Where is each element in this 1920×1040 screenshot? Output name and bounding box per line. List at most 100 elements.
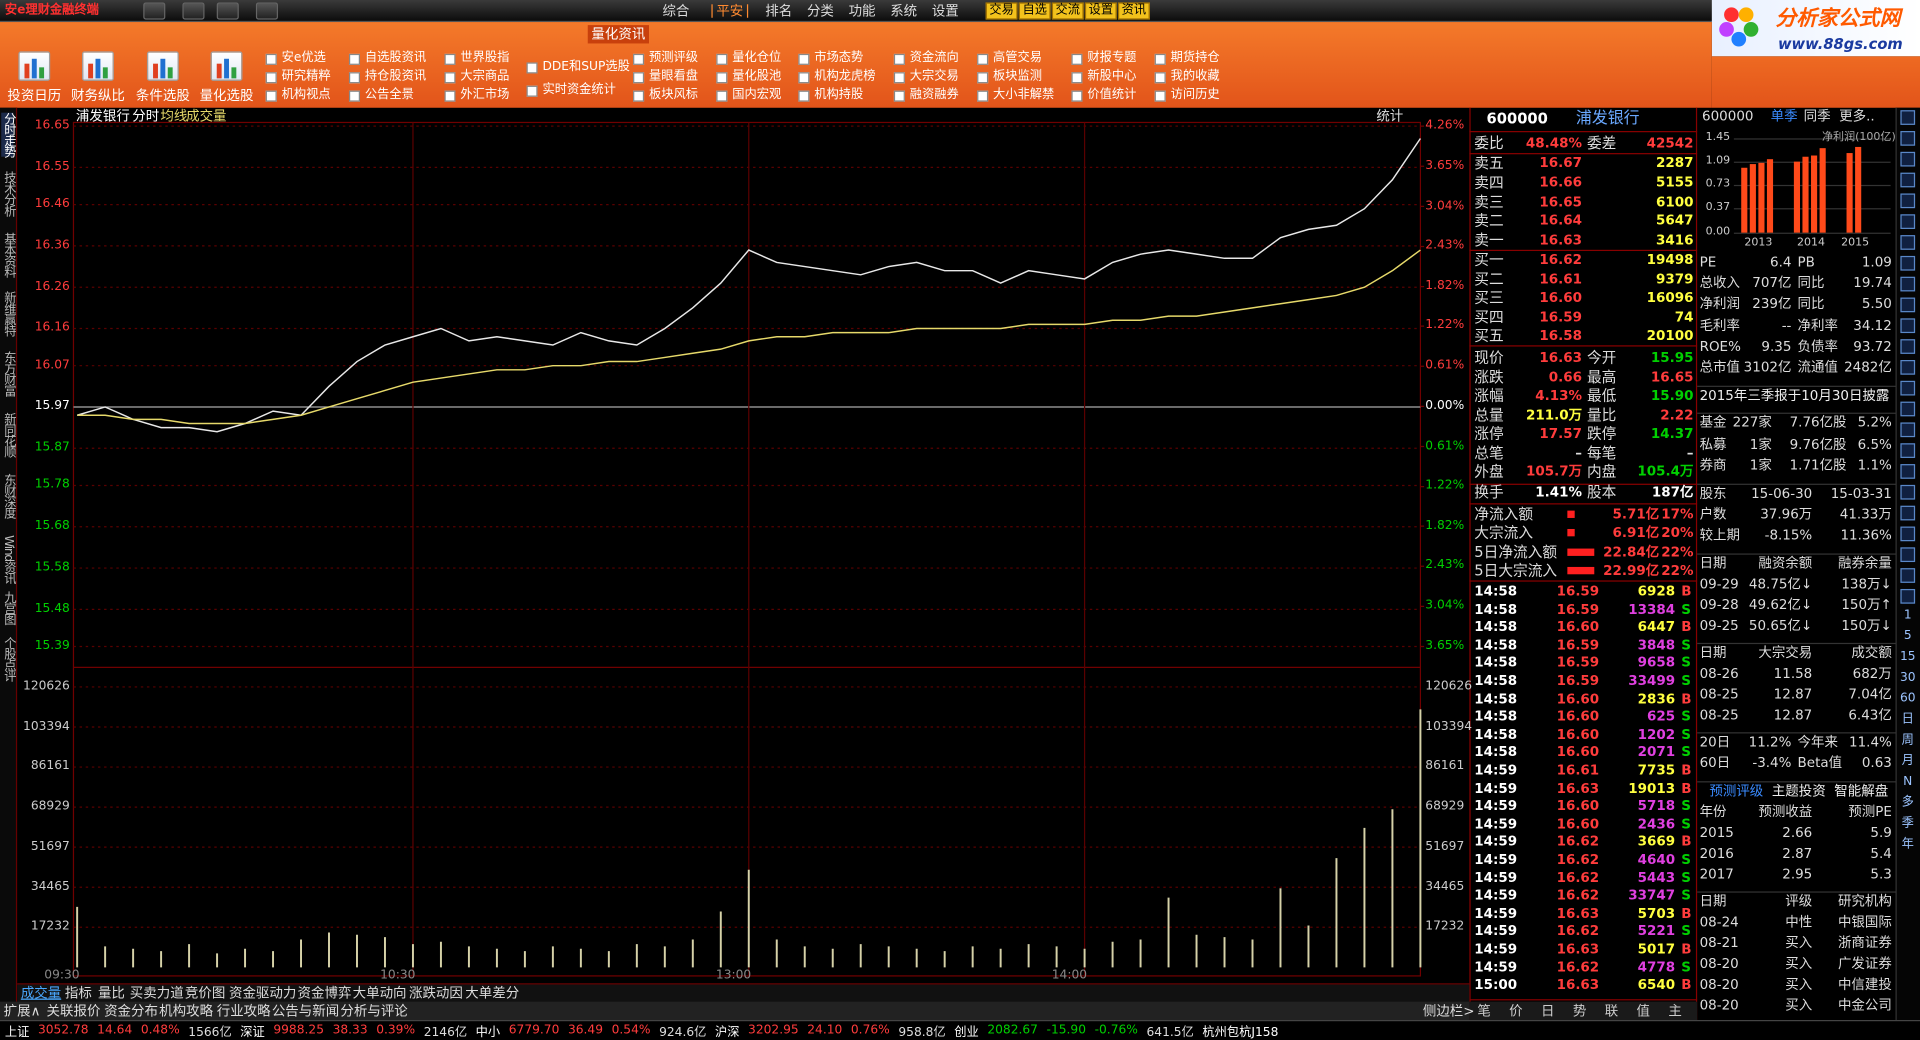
side-tab[interactable]: 基本资料 — [1, 232, 15, 277]
quote-tab[interactable]: 日 — [1541, 1003, 1555, 1020]
toolbar-button[interactable]: 投资日历 — [7, 87, 62, 104]
check-label[interactable]: 资金流向 — [909, 51, 959, 65]
quick-button[interactable]: 交流 — [1051, 2, 1084, 20]
check-label[interactable]: 机构持股 — [814, 88, 864, 102]
f10-tab[interactable]: 更多.. — [1839, 108, 1875, 125]
check-label[interactable]: 外汇市场 — [460, 88, 510, 102]
quote-tab[interactable]: 势 — [1572, 1003, 1587, 1020]
toolbar-button[interactable]: 财务纵比 — [71, 87, 125, 104]
check-label[interactable]: 实时资金统计 — [542, 83, 616, 97]
check-label[interactable]: 国内宏观 — [732, 88, 782, 102]
period-button[interactable]: 30 — [1899, 671, 1916, 685]
f10-tab[interactable]: 智能解盘 — [1834, 783, 1889, 799]
side-tab[interactable]: 技术分析 — [1, 171, 15, 216]
period-button[interactable]: 15 — [1899, 650, 1916, 664]
period-button[interactable]: 5 — [1903, 629, 1912, 643]
check-label[interactable]: 板块风标 — [648, 88, 698, 102]
bottom-tab[interactable]: 资金分布 — [104, 1003, 158, 1020]
menu-item[interactable]: 综合 — [662, 3, 690, 19]
period-button[interactable]: N — [1903, 775, 1913, 789]
side-tab[interactable]: 东方财富 — [1, 351, 15, 396]
side-tab[interactable]: 分时走势 — [1, 112, 15, 157]
check-label[interactable]: 预测评级 — [648, 51, 698, 65]
menu-item[interactable]: 平安 — [711, 4, 749, 18]
period-button[interactable]: 周 — [1901, 733, 1914, 747]
period-button[interactable]: 日 — [1901, 712, 1914, 727]
check-label[interactable]: 机构龙虎榜 — [814, 69, 876, 84]
check-label[interactable]: 安e优选 — [281, 51, 326, 65]
quick-button[interactable]: 设置 — [1084, 2, 1117, 20]
bottom-tab[interactable]: 大单动向 — [352, 985, 407, 1002]
check-label[interactable]: 持仓股资讯 — [364, 69, 427, 84]
period-button[interactable]: 月 — [1901, 754, 1914, 768]
check-label[interactable]: 研究精粹 — [281, 69, 331, 84]
quick-button[interactable]: 资讯 — [1117, 2, 1150, 20]
check-label[interactable]: 价值统计 — [1087, 88, 1137, 102]
f10-tab[interactable]: 同季 — [1803, 108, 1831, 125]
stat-button[interactable]: 统计 — [1376, 108, 1404, 125]
bottom-tab[interactable]: 资金博弈 — [297, 985, 352, 1002]
quote-tab[interactable]: 联 — [1604, 1003, 1619, 1020]
bottom-tab[interactable]: 竞价图 — [184, 985, 226, 1002]
menu-item[interactable]: 系统 — [890, 3, 918, 19]
bottom-tab[interactable]: 大单差分 — [465, 985, 520, 1002]
check-label[interactable]: 大宗交易 — [909, 69, 959, 84]
check-label[interactable]: 我的收藏 — [1170, 69, 1220, 84]
toolbar-button[interactable]: 量化选股 — [199, 87, 254, 104]
side-tab[interactable]: 新同花顺 — [1, 412, 15, 457]
check-label[interactable]: 机构视点 — [281, 88, 331, 102]
bottom-tab[interactable]: 成交量 — [20, 985, 62, 1002]
quote-tab[interactable]: 笔 — [1477, 1003, 1491, 1020]
check-label[interactable]: DDE和SUP选股 — [542, 60, 630, 74]
check-label[interactable]: 市场态势 — [814, 51, 864, 65]
bottom-tab[interactable]: 公告与新闻 — [271, 1003, 340, 1020]
check-label[interactable]: 量化仓位 — [732, 51, 782, 65]
quote-tab[interactable]: 主 — [1668, 1003, 1682, 1020]
check-label[interactable]: 自选股资讯 — [364, 51, 427, 65]
bottom-tab[interactable]: 量比 — [97, 985, 125, 1002]
check-label[interactable]: 财报专题 — [1087, 51, 1137, 65]
check-label[interactable]: 量眼看盘 — [648, 69, 698, 84]
bottom-tab[interactable]: 指标 — [64, 985, 92, 1002]
side-tab[interactable]: Wind资讯 — [1, 535, 15, 584]
side-tab[interactable]: 新维赢特 — [1, 291, 15, 336]
check-label[interactable]: 期货持仓 — [1170, 51, 1220, 65]
bottom-tab[interactable]: 关联报价 — [46, 1003, 101, 1020]
quick-button[interactable]: 自选 — [1018, 2, 1051, 20]
check-label[interactable]: 量化股池 — [732, 69, 782, 84]
bottom-tab[interactable]: 扩展∧ — [3, 1003, 41, 1020]
quick-button[interactable]: 交易 — [985, 2, 1018, 20]
menu-item[interactable]: 设置 — [931, 3, 959, 19]
quote-tab[interactable]: 值 — [1636, 1003, 1651, 1020]
toolbar-button[interactable]: 条件选股 — [135, 87, 190, 104]
side-tab[interactable]: 东财深度 — [1, 473, 15, 518]
check-label[interactable]: 世界股指 — [460, 51, 510, 65]
check-label[interactable]: 板块监测 — [993, 69, 1043, 84]
f10-tab[interactable]: 单季 — [1770, 108, 1798, 125]
period-button[interactable]: 年 — [1901, 837, 1914, 852]
bottom-tab[interactable]: 机构攻略 — [159, 1003, 214, 1020]
f10-tab[interactable]: 主题投资 — [1771, 783, 1826, 799]
menu-item[interactable]: 排名 — [765, 3, 793, 19]
check-label[interactable]: 大小非解禁 — [993, 88, 1055, 102]
check-label[interactable]: 融资融券 — [909, 88, 959, 102]
period-button[interactable]: 60 — [1899, 691, 1916, 706]
side-tab[interactable]: 个股点评 — [1, 636, 15, 681]
menu-item[interactable]: 分类 — [806, 3, 834, 19]
check-label[interactable]: 新股中心 — [1087, 69, 1137, 84]
quote-tab[interactable]: 价 — [1509, 1003, 1523, 1020]
menu-item[interactable]: 功能 — [848, 3, 876, 19]
check-label[interactable]: 访问历史 — [1170, 88, 1220, 102]
check-label[interactable]: 公告全景 — [364, 88, 414, 102]
bottom-tab[interactable]: 涨跌动因 — [408, 985, 463, 1002]
sidebar-toggle[interactable]: 侧边栏> — [1422, 1003, 1475, 1020]
period-button[interactable]: 1 — [1903, 608, 1912, 623]
check-label[interactable]: 高管交易 — [993, 51, 1043, 65]
side-tab[interactable]: 九宫图 — [1, 591, 15, 625]
bottom-tab[interactable]: 买卖力道 — [129, 985, 184, 1002]
f10-tab[interactable]: 预测评级 — [1709, 783, 1764, 799]
check-label[interactable]: 大宗商品 — [460, 69, 510, 84]
bottom-tab[interactable]: 分析与评论 — [340, 1003, 408, 1020]
bottom-tab[interactable]: 资金驱动力 — [228, 985, 297, 1002]
period-button[interactable]: 季 — [1901, 816, 1914, 831]
